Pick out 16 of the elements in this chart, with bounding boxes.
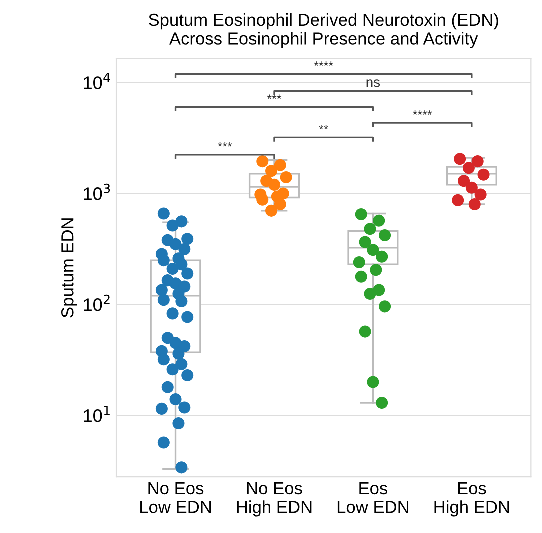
chart-title: Sputum Eosinophil Derived Neurotoxin (EDN) Across Eosinophil Presence and Activity [149, 13, 498, 48]
y-tick-label: 10$^{2}$ [84, 294, 110, 312]
x-tick-label: No Eos High EDN [237, 482, 312, 517]
x-tick-label: Eos Low EDN [338, 482, 408, 514]
annotation: **** [413, 110, 432, 116]
y-tick-label: 10$^{1}$ [84, 406, 110, 422]
y-axis-title: Sputum EDN [62, 218, 78, 318]
annotation: *** [267, 94, 282, 100]
y-tick-label: 10$^{4}$ [84, 73, 110, 90]
y-tick-label: 10$^{3}$ [84, 184, 110, 200]
x-tick-label: Eos High EDN [434, 482, 510, 517]
x-tick-label: No Eos Low EDN [140, 482, 212, 514]
annotation: **** [314, 62, 334, 66]
annotation: ns [366, 80, 380, 88]
annotation: ** [319, 125, 329, 130]
annotation: *** [218, 142, 232, 147]
